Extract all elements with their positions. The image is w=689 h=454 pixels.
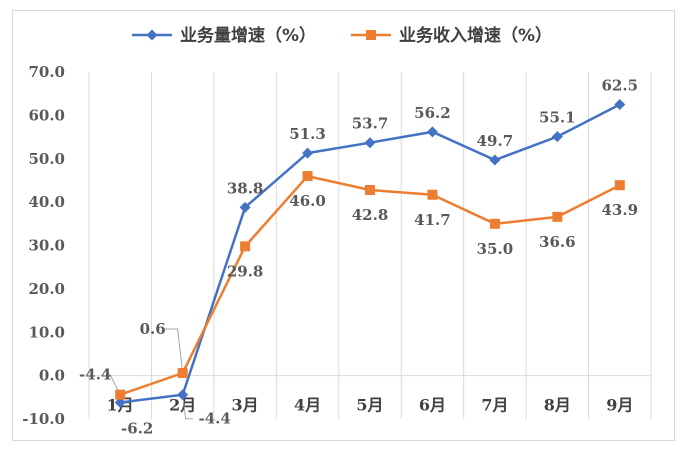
x-tick-label: 9月 [606,396,633,415]
y-tick-label: 50.0 [28,150,65,168]
data-label: 0.6 [140,320,166,338]
x-tick-label: 2月 [169,396,196,415]
x-tick-label: 7月 [481,396,508,415]
data-label: 35.0 [477,240,514,258]
leader-line [162,328,184,374]
x-tick-label: 4月 [294,396,321,415]
data-point [365,184,375,195]
data-point [115,389,126,400]
data-label: 56.2 [414,104,451,122]
legend-marker-revenue [366,30,376,40]
data-point [177,389,189,401]
legend: 业务量增速（%） 业务收入增速（%） [132,25,552,46]
data-label: 42.8 [352,206,389,224]
data-label: 41.7 [414,211,451,229]
data-label: 29.8 [227,262,264,280]
data-point [552,211,563,222]
y-tick-label: 60.0 [28,106,65,124]
data-point [551,131,563,143]
x-tick-label: 8月 [544,396,571,415]
data-point [614,180,625,191]
y-tick-label: 20.0 [28,280,65,298]
x-tick-label: 6月 [419,396,446,415]
data-label: 36.6 [539,233,576,251]
data-label: 43.9 [602,201,639,219]
series-layer [114,99,626,409]
data-point [426,126,438,138]
data-labels: -6.2 -4.4 38.8 51.3 53.7 56.2 49.7 55.1 62.5 -4.4… [79,77,638,438]
data-point [364,137,376,149]
legend-item-revenue: 业务收入增速（%） [351,25,552,46]
legend-item-volume: 业务量增速（%） [132,25,316,46]
data-label: -4.4 [79,366,111,384]
data-label: 51.3 [289,125,326,143]
chart-border [12,10,675,441]
y-tick-label: 10.0 [28,323,65,341]
data-label: -4.4 [199,410,231,428]
data-point [177,368,188,379]
y-tick-label: 40.0 [28,193,65,211]
y-tick-label: -10.0 [22,410,65,428]
data-point [427,189,438,200]
legend-label-revenue: 业务收入增速（%） [399,25,552,46]
y-axis: -10.0 0.0 10.0 20.0 30.0 40.0 50.0 60.0 70.0 [22,63,65,428]
x-tick-label: 5月 [356,396,383,415]
data-label: 55.1 [539,109,576,127]
y-tick-label: 0.0 [39,367,65,385]
data-point [614,99,626,111]
data-point [302,171,313,182]
data-label: 49.7 [477,132,514,150]
leader-line [182,394,193,420]
data-label: 62.5 [602,77,639,95]
legend-marker-volume [146,29,158,41]
data-point [489,218,500,229]
data-label: 46.0 [289,192,326,210]
x-tick-label: 3月 [232,396,259,415]
legend-label-volume: 业务量增速（%） [180,25,316,46]
leader-line [106,374,121,395]
data-label: 38.8 [227,179,264,197]
data-point [114,397,126,409]
data-point [239,201,251,213]
x-axis: 1月2月3月4月5月6月7月8月9月 [107,396,634,415]
y-tick-label: 70.0 [28,63,65,81]
data-point [489,154,501,166]
data-point [302,147,314,159]
data-point [240,241,251,252]
y-tick-label: 30.0 [28,237,65,255]
data-label: -6.2 [121,420,153,438]
data-label: 53.7 [352,115,389,133]
label-leader-lines [106,328,193,420]
